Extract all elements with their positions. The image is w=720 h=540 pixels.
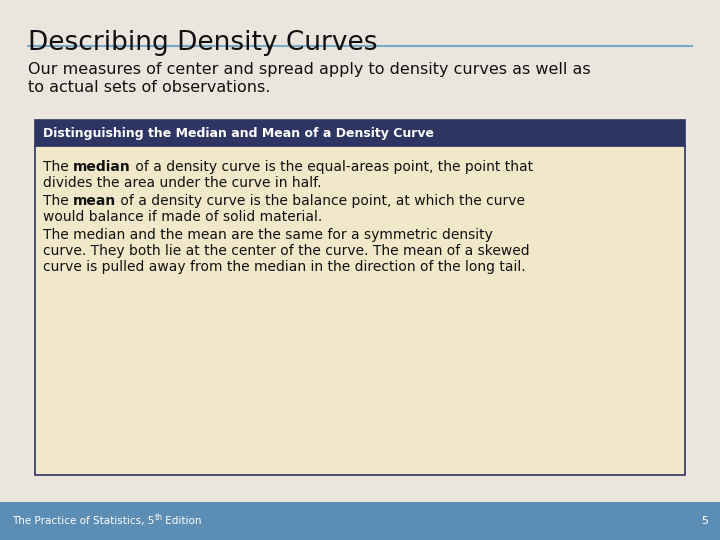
- Text: divides the area under the curve in half.: divides the area under the curve in half…: [43, 176, 322, 190]
- Text: curve. They both lie at the center of the curve. The mean of a skewed: curve. They both lie at the center of th…: [43, 244, 530, 258]
- Bar: [35, 146, 685, 475]
- Text: The: The: [43, 160, 73, 174]
- Text: of a density curve is the balance point, at which the curve: of a density curve is the balance point,…: [117, 194, 526, 208]
- Text: to actual sets of observations.: to actual sets of observations.: [28, 80, 271, 95]
- Text: curve is pulled away from the median in the direction of the long tail.: curve is pulled away from the median in …: [43, 260, 526, 274]
- Text: The Practice of Statistics, 5: The Practice of Statistics, 5: [12, 516, 154, 526]
- Text: th: th: [154, 512, 163, 522]
- Text: The median and the mean are the same for a symmetric density: The median and the mean are the same for…: [43, 228, 493, 242]
- Bar: [35, 120, 685, 146]
- Text: mean: mean: [73, 194, 117, 208]
- Text: of a density curve is the equal-areas point, the point that: of a density curve is the equal-areas po…: [131, 160, 533, 174]
- Bar: [0, 502, 720, 540]
- Text: 5: 5: [701, 516, 708, 526]
- Text: Distinguishing the Median and Mean of a Density Curve: Distinguishing the Median and Mean of a …: [43, 126, 434, 139]
- Text: median: median: [73, 160, 131, 174]
- Text: The: The: [43, 194, 73, 208]
- Text: Edition: Edition: [163, 516, 202, 526]
- Text: Our measures of center and spread apply to density curves as well as: Our measures of center and spread apply …: [28, 62, 590, 77]
- Text: would balance if made of solid material.: would balance if made of solid material.: [43, 210, 323, 224]
- Text: Describing Density Curves: Describing Density Curves: [28, 30, 377, 56]
